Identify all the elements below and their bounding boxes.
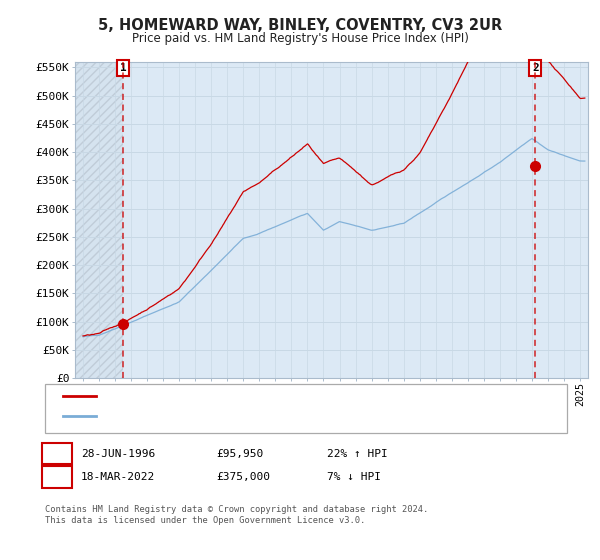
Text: 18-MAR-2022: 18-MAR-2022 [81,472,155,482]
Text: 5, HOMEWARD WAY, BINLEY, COVENTRY, CV3 2UR: 5, HOMEWARD WAY, BINLEY, COVENTRY, CV3 2… [98,18,502,33]
Text: 5, HOMEWARD WAY, BINLEY, COVENTRY, CV3 2UR (detached house): 5, HOMEWARD WAY, BINLEY, COVENTRY, CV3 2… [102,391,456,401]
Text: Contains HM Land Registry data © Crown copyright and database right 2024.
This d: Contains HM Land Registry data © Crown c… [45,505,428,525]
Text: HPI: Average price, detached house, Coventry: HPI: Average price, detached house, Cove… [102,411,366,421]
Bar [75,62,123,378]
Text: 2: 2 [53,470,61,484]
Text: 22% ↑ HPI: 22% ↑ HPI [327,449,388,459]
Text: 2: 2 [532,63,539,73]
Text: 1: 1 [119,63,127,73]
Bar [75,62,123,378]
Text: Price paid vs. HM Land Registry's House Price Index (HPI): Price paid vs. HM Land Registry's House … [131,32,469,45]
Text: 7% ↓ HPI: 7% ↓ HPI [327,472,381,482]
Text: 28-JUN-1996: 28-JUN-1996 [81,449,155,459]
Text: £375,000: £375,000 [216,472,270,482]
Text: £95,950: £95,950 [216,449,263,459]
Text: 1: 1 [53,447,61,460]
